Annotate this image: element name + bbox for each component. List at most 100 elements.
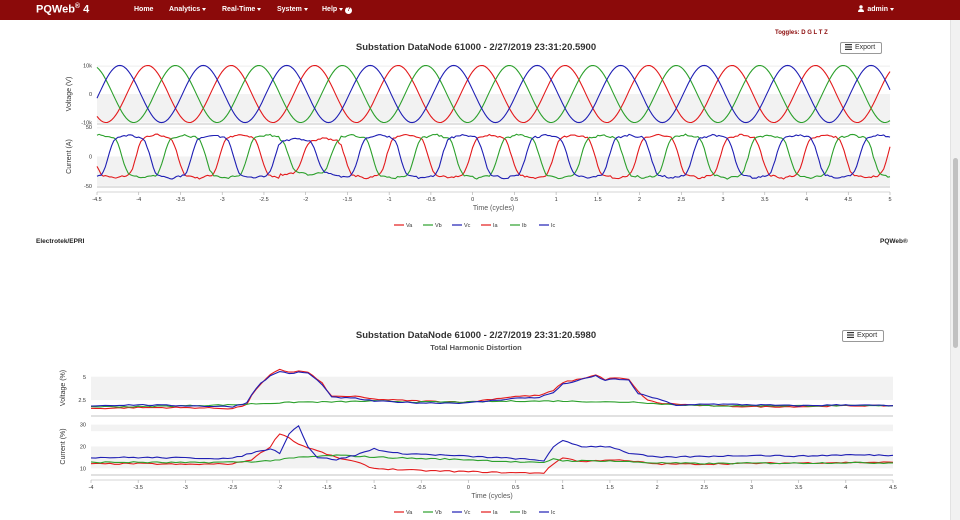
x-tick-label: -3.5 xyxy=(133,485,142,491)
chevron-down-icon xyxy=(890,7,894,11)
x-tick-label: 2 xyxy=(638,197,641,203)
legend-item-Vb: Vb xyxy=(435,223,442,229)
x-tick-label: 4.5 xyxy=(889,485,897,491)
x-tick-label: -4 xyxy=(89,485,94,491)
menu-icon xyxy=(845,44,852,50)
y-axis-label: Voltage (%) xyxy=(60,370,67,406)
x-tick-label: -3 xyxy=(183,485,188,491)
legend-item-Ia: Ia xyxy=(493,223,499,229)
user-icon xyxy=(858,5,865,12)
x-tick-label: 4 xyxy=(844,485,847,491)
nav-home[interactable]: Home xyxy=(134,6,154,13)
Ib-series-line xyxy=(96,133,891,180)
x-tick-label: 5 xyxy=(888,197,891,203)
page-scrollbar[interactable] xyxy=(950,20,960,520)
x-tick-label: -2 xyxy=(277,485,282,491)
x-axis-label: Time (cycles) xyxy=(473,205,514,212)
Vb-series-line xyxy=(96,64,891,124)
y-tick-label: -50 xyxy=(84,184,92,190)
x-tick-label: 3 xyxy=(722,197,725,203)
x-tick-label: 3.5 xyxy=(761,197,769,203)
x-tick-label: 0 xyxy=(471,197,474,203)
nav-real-time[interactable]: Real-Time xyxy=(222,6,262,13)
Ib-series-line xyxy=(90,454,893,465)
x-tick-label: -3 xyxy=(220,197,225,203)
x-tick-label: 3.5 xyxy=(795,485,803,491)
legend-item-Va: Va xyxy=(406,223,413,229)
x-tick-label: -1 xyxy=(387,197,392,203)
y-tick-label: 10 xyxy=(80,466,86,472)
brand-logo[interactable]: PQWeb® 4 xyxy=(36,3,90,16)
x-tick-label: 4.5 xyxy=(844,197,852,203)
y-axis-label: Current (A) xyxy=(66,139,73,174)
x-tick-label: 1 xyxy=(561,485,564,491)
x-tick-label: -1 xyxy=(372,485,377,491)
y-tick-label: 20 xyxy=(80,445,86,451)
chevron-down-icon xyxy=(303,7,308,11)
plot-band xyxy=(97,156,890,186)
x-tick-label: -4 xyxy=(136,197,141,203)
Va-series-line xyxy=(90,368,894,410)
legend-item-Ic: Ic xyxy=(551,223,556,229)
nav-system[interactable]: System xyxy=(277,6,308,13)
y-tick-label: 0 xyxy=(89,155,92,161)
y-tick-label: -10k xyxy=(81,121,92,127)
chevron-down-icon xyxy=(202,7,207,11)
x-tick-label: 2 xyxy=(656,485,659,491)
nav-analytics[interactable]: Analytics xyxy=(169,6,207,13)
plot-band xyxy=(91,424,893,432)
nav-help[interactable]: Help? xyxy=(322,6,353,14)
plot-band xyxy=(97,65,890,67)
legend-item-Vc: Vc xyxy=(464,223,471,229)
x-axis-label: Time (cycles) xyxy=(471,493,512,500)
x-tick-label: -2.5 xyxy=(228,485,237,491)
scrollbar-thumb[interactable] xyxy=(953,158,958,348)
Va-series-line xyxy=(96,64,891,124)
x-tick-label: 1 xyxy=(555,197,558,203)
y-tick-label: 30 xyxy=(80,423,86,429)
x-tick-label: 3 xyxy=(750,485,753,491)
toggles-label[interactable]: Toggles: D G L T Z xyxy=(775,30,828,36)
chart1-export-button[interactable]: Export xyxy=(840,42,882,54)
x-tick-label: 0.5 xyxy=(511,197,519,203)
footer-credit: Electrotek/EPRI xyxy=(36,238,85,245)
Ia-series-line xyxy=(96,133,891,180)
x-tick-label: -2.5 xyxy=(259,197,268,203)
legend-item-Ib: Ib xyxy=(522,510,527,516)
Vb-series-line xyxy=(90,400,894,408)
y-axis-label: Current (%) xyxy=(60,428,67,464)
legend-item-Ia: Ia xyxy=(493,510,499,516)
chart2-export-button[interactable]: Export xyxy=(842,330,884,342)
y-axis-label: Voltage (V) xyxy=(66,77,73,112)
user-menu[interactable]: admin xyxy=(858,5,894,13)
y-tick-label: 10k xyxy=(83,63,92,69)
help-icon: ? xyxy=(345,7,353,14)
x-tick-label: -2 xyxy=(303,197,308,203)
x-tick-label: -1.5 xyxy=(343,197,352,203)
legend-item-Ib: Ib xyxy=(522,223,527,229)
x-tick-label: 1.5 xyxy=(594,197,602,203)
x-tick-label: 0.5 xyxy=(512,485,520,491)
Vc-series-line xyxy=(90,371,894,408)
legend-item-Vb: Vb xyxy=(435,510,442,516)
y-tick-label: 50 xyxy=(86,125,92,131)
y-tick-label: 0 xyxy=(89,92,92,98)
x-tick-label: 2.5 xyxy=(677,197,685,203)
x-tick-label: 0 xyxy=(467,485,470,491)
Ic-series-line xyxy=(90,424,894,462)
x-tick-label: -0.5 xyxy=(426,197,435,203)
chart1-title: Substation DataNode 61000 - 2/27/2019 23… xyxy=(355,42,597,53)
footer-brand: PQWeb® xyxy=(880,238,908,245)
chart2-subtitle: Total Harmonic Distortion xyxy=(430,343,522,352)
Ic-series-line xyxy=(96,133,891,180)
plot-band xyxy=(97,94,890,123)
y-tick-label: 5 xyxy=(83,375,86,381)
y-tick-label: 2.5 xyxy=(78,398,86,404)
chevron-down-icon xyxy=(257,7,262,11)
plot-band xyxy=(91,376,893,394)
legend-item-Va: Va xyxy=(406,510,413,516)
x-tick-label: 1.5 xyxy=(606,485,614,491)
x-tick-label: -4.5 xyxy=(92,197,101,203)
